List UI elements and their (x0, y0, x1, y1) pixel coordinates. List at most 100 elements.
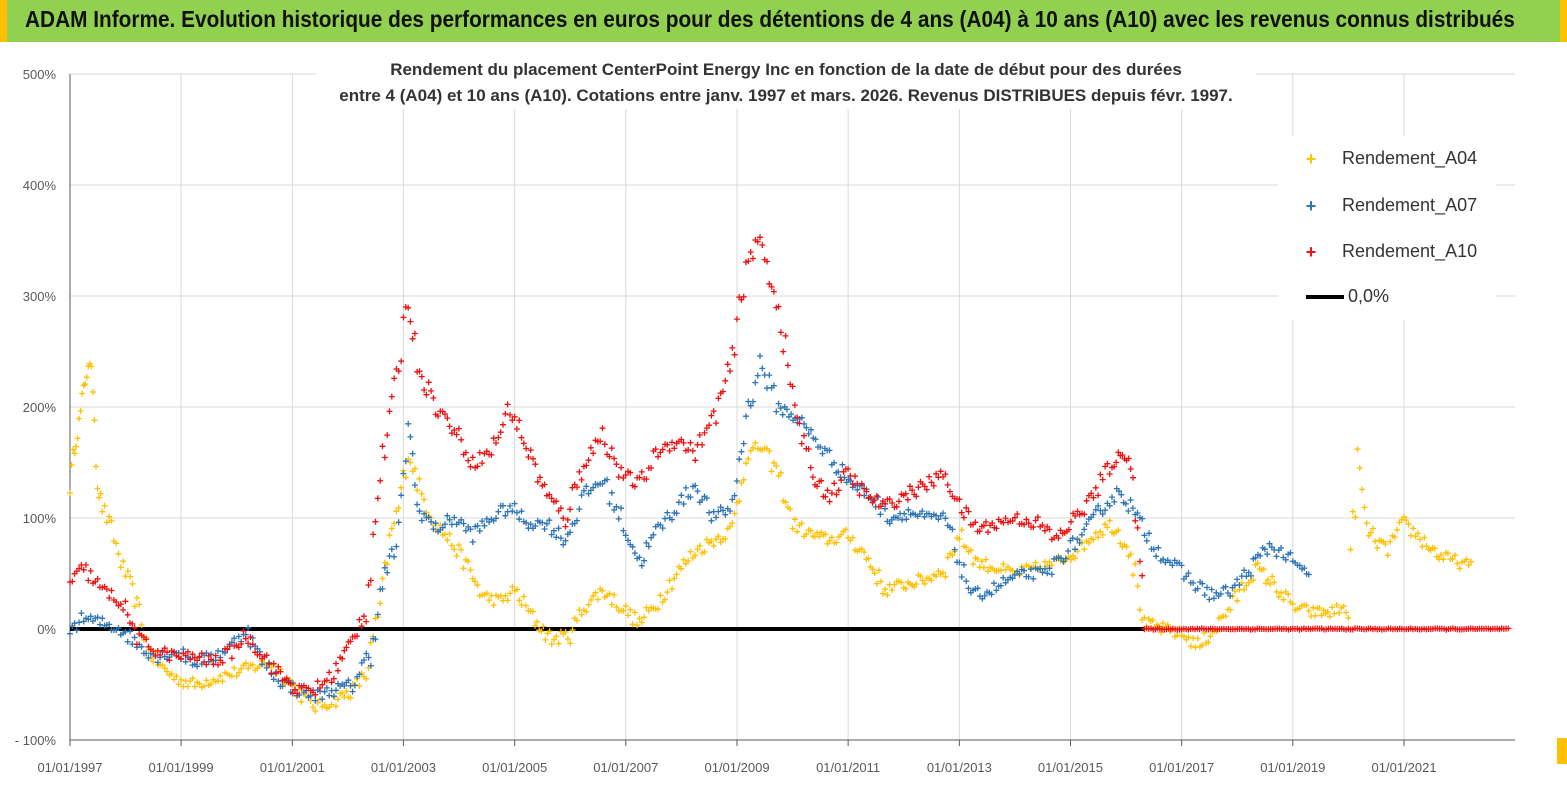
data-point (930, 482, 937, 489)
data-point (270, 660, 277, 667)
y-tick-label: 0% (37, 622, 56, 637)
data-point (553, 498, 560, 505)
data-point (90, 389, 96, 395)
data-point (546, 491, 553, 498)
data-point (597, 438, 604, 445)
data-point (538, 628, 545, 635)
data-point (1414, 530, 1421, 537)
data-point (608, 489, 615, 496)
data-point (203, 677, 210, 684)
chart-title-line-2: entre 4 (A04) et 10 ans (A10). Cotations… (339, 86, 1233, 105)
data-point (1345, 614, 1352, 621)
data-point (388, 393, 395, 400)
data-point (627, 469, 634, 476)
data-point (805, 430, 812, 437)
data-point (754, 238, 761, 245)
data-point (360, 613, 367, 620)
data-point (935, 568, 942, 575)
data-point (913, 581, 920, 587)
data-point (511, 413, 518, 420)
data-point (339, 690, 346, 697)
data-point (546, 628, 553, 635)
series-Rendement_A04 (67, 360, 1474, 714)
data-point (740, 440, 747, 447)
data-point (1261, 546, 1268, 553)
legend-item-zero: 0,0% (1278, 282, 1496, 312)
data-point (942, 471, 949, 478)
data-point (951, 546, 958, 553)
y-tick-label: 400% (23, 178, 57, 193)
data-point (669, 585, 675, 592)
data-point (421, 387, 428, 393)
data-point (416, 475, 423, 482)
data-point (1092, 506, 1099, 513)
data-point (1312, 612, 1319, 619)
data-point (1117, 540, 1124, 547)
series-Rendement_A10 (67, 234, 1512, 698)
data-point (817, 444, 824, 450)
data-point (980, 564, 987, 571)
data-point (1127, 551, 1134, 558)
data-point (87, 567, 94, 574)
y-tick-label: 200% (23, 400, 57, 415)
data-point (349, 688, 356, 695)
data-point (631, 483, 638, 490)
data-point (124, 638, 131, 645)
data-point (889, 500, 896, 506)
data-point (1169, 562, 1176, 569)
data-point (884, 592, 891, 598)
legend-item-a07: + Rendement_A07 (1278, 191, 1496, 221)
data-point (131, 624, 138, 631)
x-tick-label: 01/01/2019 (1260, 760, 1325, 775)
data-point (680, 439, 687, 446)
data-point (976, 528, 983, 535)
data-point (1092, 529, 1099, 536)
data-point (483, 448, 490, 455)
data-point (1081, 546, 1088, 553)
data-point (904, 496, 911, 503)
data-point (747, 402, 754, 409)
data-point (1185, 634, 1192, 641)
data-point (69, 578, 76, 585)
data-point (1030, 524, 1037, 531)
data-point (1081, 511, 1088, 518)
data-point (372, 518, 379, 525)
data-point (514, 586, 520, 593)
data-point (451, 546, 458, 553)
data-point (502, 512, 509, 519)
data-point (1365, 532, 1372, 539)
data-point (634, 622, 641, 629)
data-point (835, 468, 842, 475)
data-point (245, 624, 252, 631)
data-point (631, 609, 638, 616)
data-point (395, 519, 402, 526)
data-point (664, 441, 671, 448)
data-point (1254, 560, 1261, 567)
data-point (1336, 609, 1343, 616)
data-point (750, 444, 756, 451)
data-point (1278, 589, 1285, 596)
data-point (1199, 580, 1206, 587)
data-point (150, 658, 157, 665)
data-point (773, 408, 780, 415)
data-point (1143, 537, 1150, 544)
data-point (701, 429, 708, 436)
data-point (1245, 569, 1252, 576)
data-point (710, 408, 717, 415)
data-point (1106, 517, 1113, 524)
data-point (497, 429, 504, 436)
data-point (1407, 532, 1414, 539)
data-point (379, 443, 386, 450)
data-point (1023, 516, 1030, 523)
data-point (625, 612, 631, 619)
data-point (96, 494, 103, 501)
data-point (989, 520, 996, 527)
data-point (235, 633, 242, 640)
data-point (689, 447, 696, 454)
data-point (789, 525, 796, 532)
data-point (898, 579, 905, 586)
data-point (641, 614, 648, 621)
data-point (796, 420, 803, 427)
data-point (993, 587, 1000, 594)
data-point (576, 506, 583, 513)
